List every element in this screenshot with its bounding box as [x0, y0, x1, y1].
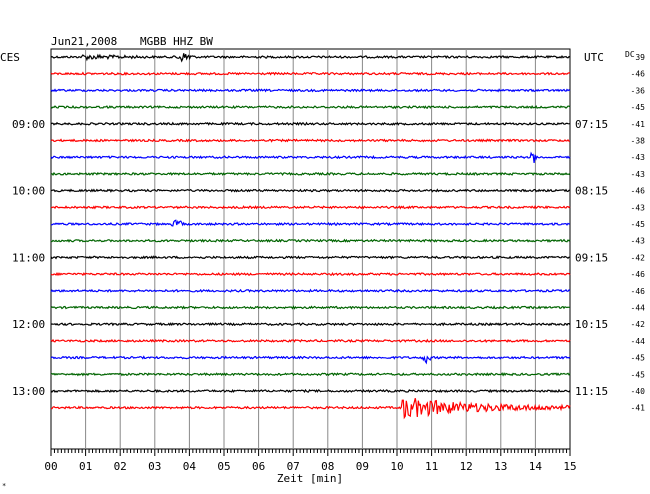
trace-group — [50, 53, 571, 420]
dc-offset-label: -46 — [631, 187, 646, 196]
trace-line — [51, 219, 571, 227]
trace-line — [50, 372, 571, 377]
dc-offset-labels: 39 -46 -36 -45 -41 -38 -43 -43 -46 -43 -45 -43 -42 -4… — [631, 53, 646, 413]
x-tick-label: 02 — [114, 460, 127, 473]
dc-offset-label: -45 — [631, 370, 646, 379]
dc-offset-label: -46 — [631, 70, 646, 79]
x-axis-label: Zeit [min] — [277, 472, 343, 485]
right-hour-label: 07:15 — [575, 118, 608, 131]
trace-line — [50, 171, 571, 177]
x-tick-label: 08 — [321, 460, 334, 473]
corner-mark: * — [2, 482, 6, 490]
trace-line — [50, 338, 571, 343]
trace-line — [50, 388, 571, 394]
right-hour-labels: 07:15 08:15 09:15 10:15 11:15 — [575, 118, 608, 398]
dc-offset-label: -42 — [631, 253, 646, 262]
x-tick-label: 03 — [148, 460, 161, 473]
right-hour-label: 08:15 — [575, 185, 608, 198]
dc-offset-label: -40 — [631, 387, 646, 396]
dc-offset-label: -42 — [631, 320, 646, 329]
dc-offset-label: -45 — [631, 354, 646, 363]
dc-offset-label: 39 — [635, 53, 645, 62]
trace-line — [50, 398, 571, 420]
x-tick-label: 10 — [390, 460, 403, 473]
x-tick-label: 11 — [425, 460, 438, 473]
trace-line — [50, 88, 571, 93]
x-tick-label: 15 — [563, 460, 576, 473]
trace-line — [50, 255, 570, 260]
trace-line — [50, 355, 571, 365]
trace-line — [50, 188, 571, 193]
right-timezone-label: UTC — [584, 51, 604, 64]
chart-date: Jun21,2008 — [51, 35, 117, 48]
dc-offset-label: -41 — [631, 404, 646, 413]
trace-line — [50, 322, 571, 327]
dc-header-label: DC — [625, 50, 635, 59]
x-tick-label: 14 — [529, 460, 543, 473]
left-timezone-label: CES — [0, 51, 20, 64]
dc-offset-label: -45 — [631, 220, 646, 229]
x-tick-label: 05 — [217, 460, 230, 473]
trace-line — [50, 205, 571, 210]
x-tick-label: 12 — [460, 460, 473, 473]
x-tick-label: 01 — [79, 460, 92, 473]
trace-line — [50, 151, 571, 163]
x-tick-label: 00 — [44, 460, 57, 473]
trace-line — [50, 71, 570, 76]
x-tick-label: 06 — [252, 460, 265, 473]
trace-line — [50, 138, 571, 143]
dc-offset-label: -43 — [631, 237, 646, 246]
x-tick-label: 09 — [356, 460, 369, 473]
left-hour-label: 13:00 — [12, 385, 45, 398]
dc-offset-label: -43 — [631, 153, 646, 162]
trace-line — [50, 238, 571, 243]
dc-offset-label: -46 — [631, 270, 646, 279]
dc-offset-label: -43 — [631, 203, 646, 212]
left-hour-labels: 09:00 10:00 11:00 12:00 13:00 — [12, 118, 45, 398]
x-axis: 00 01 02 03 04 05 06 07 08 09 10 11 12 13 14 15 — [44, 449, 577, 473]
dc-offset-label: -44 — [631, 337, 646, 346]
left-hour-label: 09:00 — [12, 118, 45, 131]
right-hour-label: 09:15 — [575, 251, 608, 264]
x-tick-label: 13 — [494, 460, 507, 473]
dc-offset-label: -36 — [631, 86, 646, 95]
dc-offset-label: -44 — [631, 304, 646, 313]
dc-offset-label: -45 — [631, 103, 646, 112]
dc-offset-label: -38 — [631, 137, 646, 146]
dc-offset-label: -41 — [631, 120, 646, 129]
trace-line — [50, 104, 571, 110]
dc-offset-label: -43 — [631, 170, 646, 179]
left-hour-label: 11:00 — [12, 251, 45, 264]
dc-offset-label: -46 — [631, 287, 646, 296]
trace-line — [50, 53, 571, 63]
trace-line — [50, 288, 571, 293]
chart-station: MGBB HHZ BW — [140, 35, 213, 48]
plot-frame — [50, 48, 571, 450]
left-hour-label: 10:00 — [12, 185, 45, 198]
trace-line — [50, 121, 571, 127]
right-hour-label: 10:15 — [575, 318, 608, 331]
trace-line — [50, 305, 571, 310]
right-hour-label: 11:15 — [575, 385, 608, 398]
time-grid — [85, 49, 536, 449]
x-tick-label: 07 — [287, 460, 300, 473]
x-tick-label: 04 — [183, 460, 197, 473]
left-hour-label: 12:00 — [12, 318, 45, 331]
trace-line — [50, 271, 571, 277]
